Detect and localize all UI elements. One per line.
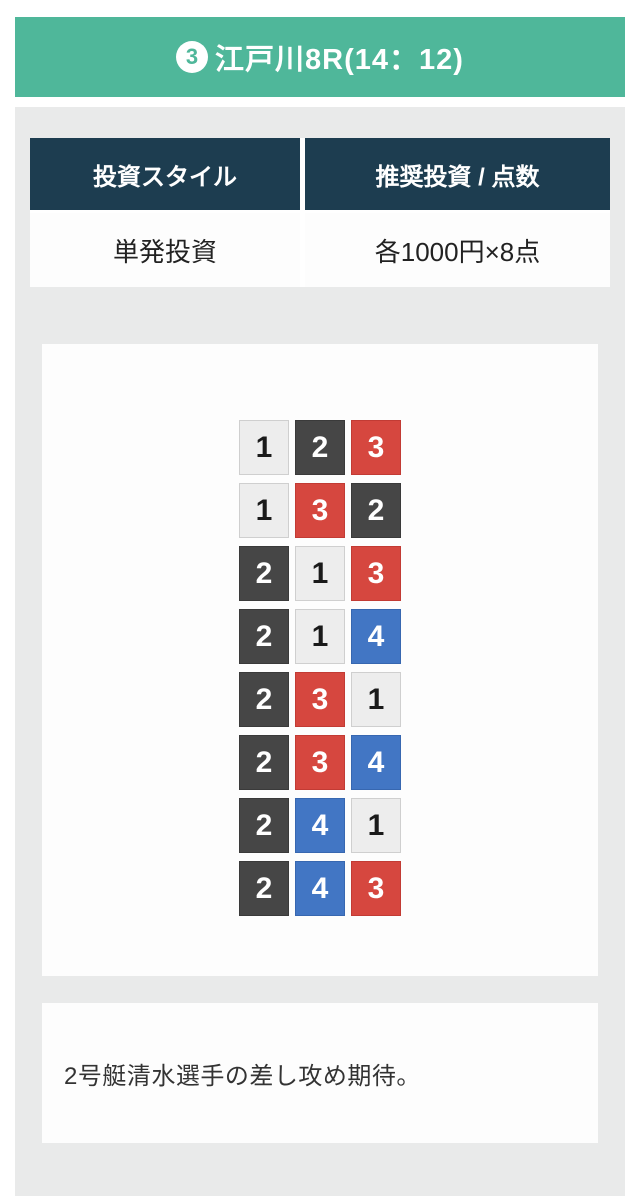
grid-cell-boat-2: 2 (239, 546, 289, 601)
grid-cell-boat-2: 2 (239, 609, 289, 664)
grid-cell-boat-3: 3 (295, 735, 345, 790)
grid-cell-boat-3: 3 (295, 672, 345, 727)
grid-cell-boat-2: 2 (239, 861, 289, 916)
recommended-amount-value: 各1000円×8点 (305, 213, 610, 287)
grid-cell-boat-2: 2 (239, 672, 289, 727)
grid-cell-boat-3: 3 (351, 420, 401, 475)
grid-cell-boat-3: 3 (351, 861, 401, 916)
grid-cell-boat-3: 3 (295, 483, 345, 538)
recommended-amount-header: 推奨投資 / 点数 (305, 138, 610, 210)
grid-cell-boat-1: 1 (239, 420, 289, 475)
grid-cell-boat-1: 1 (351, 798, 401, 853)
prediction-comment-text: 2号艇清水選手の差し攻め期待。 (64, 1062, 421, 1090)
grid-cell-boat-3: 3 (351, 546, 401, 601)
grid-cell-boat-1: 1 (295, 546, 345, 601)
race-header-bar: 3 江戸川8R(14：12) (15, 17, 625, 97)
grid-cell-boat-1: 1 (351, 672, 401, 727)
grid-cell-boat-2: 2 (295, 420, 345, 475)
prediction-comment-card: 2号艇清水選手の差し攻め期待。 (42, 1003, 598, 1143)
race-number-badge: 3 (176, 41, 209, 73)
investment-style-column: 投資スタイル 単発投資 (30, 138, 300, 287)
grid-cell-boat-4: 4 (351, 735, 401, 790)
recommended-amount-column: 推奨投資 / 点数 各1000円×8点 (305, 138, 610, 287)
grid-cell-boat-2: 2 (351, 483, 401, 538)
investment-info-table: 投資スタイル 単発投資 推奨投資 / 点数 各1000円×8点 (30, 138, 610, 287)
grid-cell-boat-4: 4 (295, 798, 345, 853)
investment-style-value: 単発投資 (30, 213, 300, 287)
grid-cell-boat-1: 1 (295, 609, 345, 664)
race-title: 江戸川8R(14：12) (215, 44, 464, 76)
grid-cell-boat-1: 1 (239, 483, 289, 538)
grid-cell-boat-2: 2 (239, 735, 289, 790)
grid-cell-boat-4: 4 (295, 861, 345, 916)
investment-style-header: 投資スタイル (30, 138, 300, 210)
grid-cell-boat-2: 2 (239, 798, 289, 853)
grid-cell-boat-4: 4 (351, 609, 401, 664)
